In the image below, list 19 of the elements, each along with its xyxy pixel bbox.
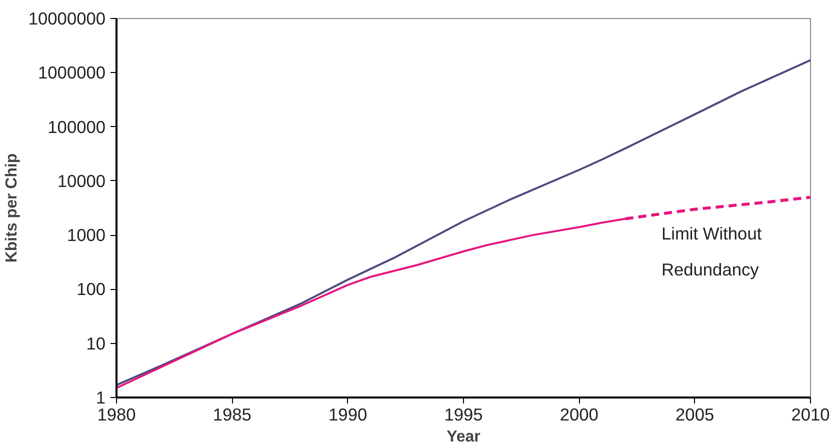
line-series bbox=[116, 59, 810, 386]
y-tick-label: 1000 bbox=[66, 225, 106, 246]
y-axis-title: Kbits per Chip bbox=[3, 153, 20, 263]
y-tick-label: 100000 bbox=[48, 116, 106, 137]
x-tick-label: 1995 bbox=[444, 404, 483, 424]
y-tick-label: 10000 bbox=[57, 170, 106, 191]
x-tick-label: 2005 bbox=[676, 404, 714, 424]
y-tick-label: 1 bbox=[96, 388, 106, 408]
x-tick-label: 1980 bbox=[97, 404, 136, 424]
y-tick-label: 100 bbox=[76, 279, 106, 300]
y-tick-label: 10 bbox=[86, 333, 106, 354]
x-tick-label: 2000 bbox=[560, 404, 598, 424]
x-tick-label: 1985 bbox=[212, 404, 252, 424]
y-tick-label: 10000000 bbox=[28, 8, 106, 28]
x-axis-title: Year bbox=[446, 428, 480, 446]
y-tick-label: 1000000 bbox=[38, 62, 106, 83]
x-tick-label: 2010 bbox=[791, 404, 830, 424]
annotation: Limit Without Redundancy bbox=[662, 224, 762, 280]
x-tick-label: 1990 bbox=[328, 404, 368, 424]
